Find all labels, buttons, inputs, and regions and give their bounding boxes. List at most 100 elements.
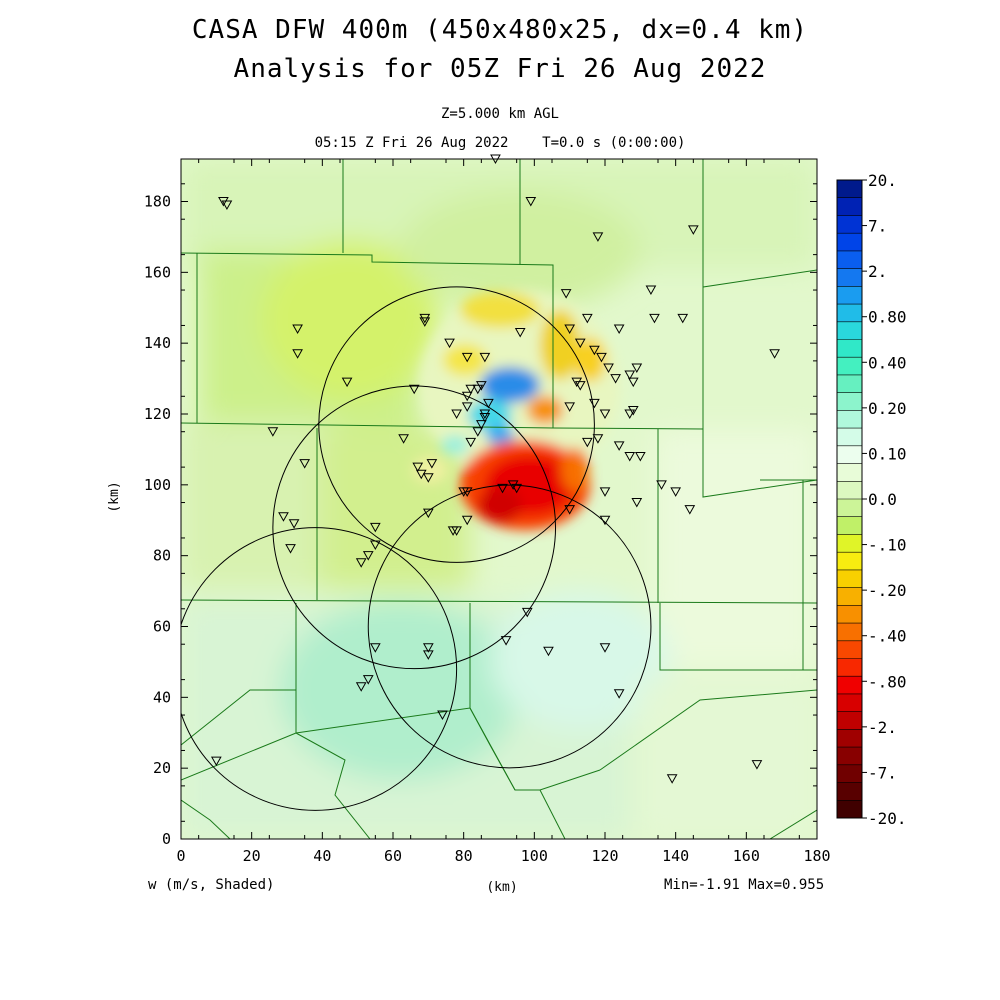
colorbar-swatch [837,711,862,730]
station-marker [415,469,427,480]
x-tick-label: 0 [176,847,185,865]
station-marker [511,483,523,494]
colorbar-swatch [837,197,862,216]
x-tick-label: 80 [455,847,473,865]
station-marker [634,452,646,462]
station-marker [362,551,374,561]
station-marker [267,427,279,437]
station-marker [613,441,625,451]
county-boundaries [181,159,817,839]
station-marker [624,370,636,381]
station-marker [419,317,431,327]
colorbar-swatch [837,428,862,447]
station-marker [599,515,611,526]
station-marker [599,643,611,653]
station-marker [624,452,636,462]
station-marker [627,405,639,416]
station-marker [581,313,593,324]
station-marker [631,363,643,373]
level-label: Z=5.000 km AGL [440,106,559,122]
y-tick-label: 100 [144,476,171,494]
station-marker [613,689,625,699]
station-marker [599,487,611,497]
colorbar-swatch [837,321,862,340]
station-marker [581,437,593,448]
station-marker [574,381,586,391]
station-marker [369,540,381,551]
station-marker [210,756,222,767]
station-marker [514,328,526,338]
x-tick-label: 100 [521,847,548,865]
station-marker [483,398,494,409]
colorbar-label: -7. [868,763,897,782]
station-marker [564,402,576,412]
colorbar-swatch [837,800,862,819]
colorbar-label: -.20 [868,581,907,600]
radar-ring [272,385,557,670]
colorbar-swatch [837,658,862,677]
colorbar-label: -.80 [868,672,907,691]
y-tick-label: 140 [144,334,171,352]
station-marker [610,374,621,384]
station-marker [645,285,657,296]
station-marker [369,522,381,533]
station-marker [631,498,643,508]
station-marker [461,402,473,412]
station-marker [408,384,420,395]
station-marker [592,434,604,444]
station-marker [574,338,586,349]
colorbar-swatch [837,180,862,199]
time-label: 05:15 Z Fri 26 Aug 2022 T=0.0 s (0:00:00… [314,135,686,151]
station-marker [355,558,367,568]
station-marker [479,352,491,363]
y-tick-label: 40 [153,688,171,706]
colorbar-swatch [837,250,862,270]
y-tick-label: 160 [144,263,171,281]
chart-subtitle: Analysis for 05Z Fri 26 Aug 2022 [233,54,767,84]
y-tick-label: 20 [153,759,171,777]
x-tick-label: 120 [591,847,618,865]
station-marker [422,508,434,519]
station-marker [624,409,636,420]
station-marker [589,345,600,356]
station-marker [500,636,512,646]
radar-ring [367,484,652,769]
station-marker [656,480,667,490]
station-marker [355,682,367,692]
station-marker [751,760,763,770]
min-max-label: Min=-1.91 Max=0.955 [664,877,825,893]
x-tick-label: 180 [803,847,830,865]
colorbar-swatch [837,782,862,801]
station-marker [288,519,300,529]
station-marker [497,483,508,494]
colorbar-label: -2. [868,718,897,737]
colorbar-swatch [837,339,862,358]
station-marker [278,512,289,522]
colorbar-swatch [837,463,862,482]
station-marker [369,643,381,653]
station-marker [769,349,780,359]
station-marker [596,352,607,363]
station-marker [564,505,576,515]
colorbar-swatch [837,516,862,535]
y-tick-label: 0 [162,830,171,848]
colorbar-swatch [837,286,862,305]
station-marker [521,607,533,618]
y-tick-label: 80 [153,547,171,565]
station-marker [285,544,296,554]
station-marker [589,398,600,409]
colorbar-swatch [837,569,862,589]
station-marker [543,646,554,657]
colorbar-swatch [837,233,862,252]
station-marker [422,473,434,483]
colorbar-swatch [837,481,862,500]
colorbar-label: -.40 [868,627,907,646]
station-marker [422,643,434,653]
station-marker [426,459,438,469]
x-axis: 0 20 40 60 80 100 120 140 160 180 [176,159,831,865]
colorbar-label: 0.40 [868,353,907,372]
radar-rings [181,286,652,811]
colorbar-swatch [837,392,862,411]
colorbar-swatch [837,587,862,606]
